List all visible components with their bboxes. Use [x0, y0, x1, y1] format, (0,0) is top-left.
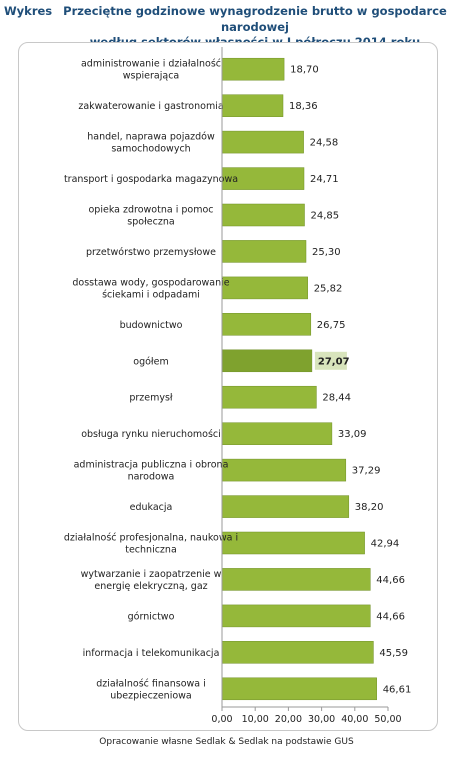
header-label: Wykres — [4, 4, 53, 18]
value-label: 42,94 — [371, 539, 400, 550]
value-label: 44,66 — [376, 575, 405, 586]
category-label: działalność finansowa i — [96, 678, 206, 689]
x-tick-label: 20,00 — [275, 714, 302, 725]
x-tick-label: 10,00 — [242, 714, 269, 725]
value-label: 25,82 — [314, 283, 343, 294]
category-label: opieka zdrowotna i pomoc — [89, 205, 214, 216]
bar — [221, 130, 304, 154]
x-tick-label: 0,00 — [211, 714, 232, 725]
category-label: górnictwo — [128, 611, 175, 622]
category-label: ubezpieczeniowa — [110, 690, 192, 701]
value-label: 45,59 — [379, 648, 408, 659]
value-label: 33,09 — [338, 429, 367, 440]
category-label: techniczna — [125, 545, 177, 556]
category-label: dosstawa wody, gospodarowanie — [72, 277, 229, 288]
bar — [221, 203, 305, 227]
category-label: transport i gospodarka magazynowa — [64, 174, 238, 185]
category-label: zakwaterowanie i gastronomia — [78, 101, 223, 112]
value-label: 37,29 — [352, 466, 381, 477]
value-label: 26,75 — [317, 320, 346, 331]
x-tick-label: 30,00 — [308, 714, 335, 725]
category-label: przemysł — [129, 393, 173, 404]
category-label: informacja i telekomunikacja — [83, 648, 220, 659]
bar — [221, 531, 365, 555]
value-label: 18,36 — [289, 101, 318, 112]
source-note: Opracowanie własne Sedlak & Sedlak na po… — [99, 737, 354, 747]
bar — [221, 495, 350, 518]
category-label: społeczna — [127, 217, 174, 228]
x-tick-label: 50,00 — [374, 714, 401, 725]
category-label: działalność profesjonalna, naukowa i — [64, 533, 238, 544]
bar — [221, 385, 317, 409]
value-label: 24,85 — [311, 211, 340, 222]
bar — [221, 568, 371, 591]
x-tick-label: 40,00 — [341, 714, 368, 725]
bar — [221, 57, 285, 81]
value-label: 24,71 — [310, 174, 339, 185]
value-label: 27,07 — [318, 356, 350, 367]
bar — [221, 422, 333, 445]
value-label: 44,66 — [376, 611, 405, 622]
value-label: 18,70 — [290, 65, 319, 76]
bar — [221, 458, 347, 482]
value-label: 46,61 — [383, 684, 412, 695]
value-label: 38,20 — [355, 502, 384, 513]
bar — [221, 313, 312, 336]
category-label: administracja publiczna i obrona — [74, 460, 229, 471]
category-label: energię elekryczną, gaz — [94, 581, 207, 592]
category-label: wytwarzanie i zaopatrzenie w — [81, 569, 222, 580]
value-label: 24,58 — [310, 138, 339, 149]
category-label: ogółem — [133, 356, 168, 367]
category-label: budownictwo — [120, 320, 183, 331]
bar — [221, 349, 313, 373]
value-label: 28,44 — [322, 393, 351, 404]
bar — [221, 240, 307, 263]
category-label: narodowa — [128, 472, 175, 483]
category-label: handel, naprawa pojazdów — [87, 132, 215, 143]
bar — [221, 276, 308, 300]
bar — [221, 94, 284, 117]
bar — [221, 641, 374, 664]
category-label: przetwórstwo przemysłowe — [86, 247, 216, 258]
chart-title-line1: Przeciętne godzinowe wynagrodzenie brutt… — [63, 4, 447, 34]
category-label: wspierająca — [123, 71, 179, 82]
bar — [221, 677, 377, 701]
bar-chart: 18,70 administrowanie i działalnośćwspier… — [64, 47, 412, 725]
category-label: samochodowych — [111, 144, 190, 155]
value-label-background — [314, 351, 347, 370]
value-label: 25,30 — [312, 247, 341, 258]
category-label: administrowanie i działalność — [81, 59, 221, 70]
category-label: ściekami i odpadami — [102, 289, 200, 300]
bar — [221, 604, 371, 628]
category-label: obsługa rynku nieruchomości — [81, 429, 221, 440]
category-label: edukacja — [130, 502, 173, 513]
